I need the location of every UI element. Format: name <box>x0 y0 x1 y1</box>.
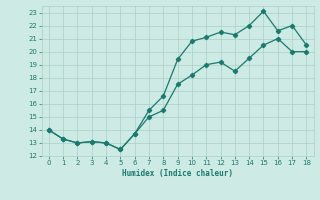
X-axis label: Humidex (Indice chaleur): Humidex (Indice chaleur) <box>122 169 233 178</box>
